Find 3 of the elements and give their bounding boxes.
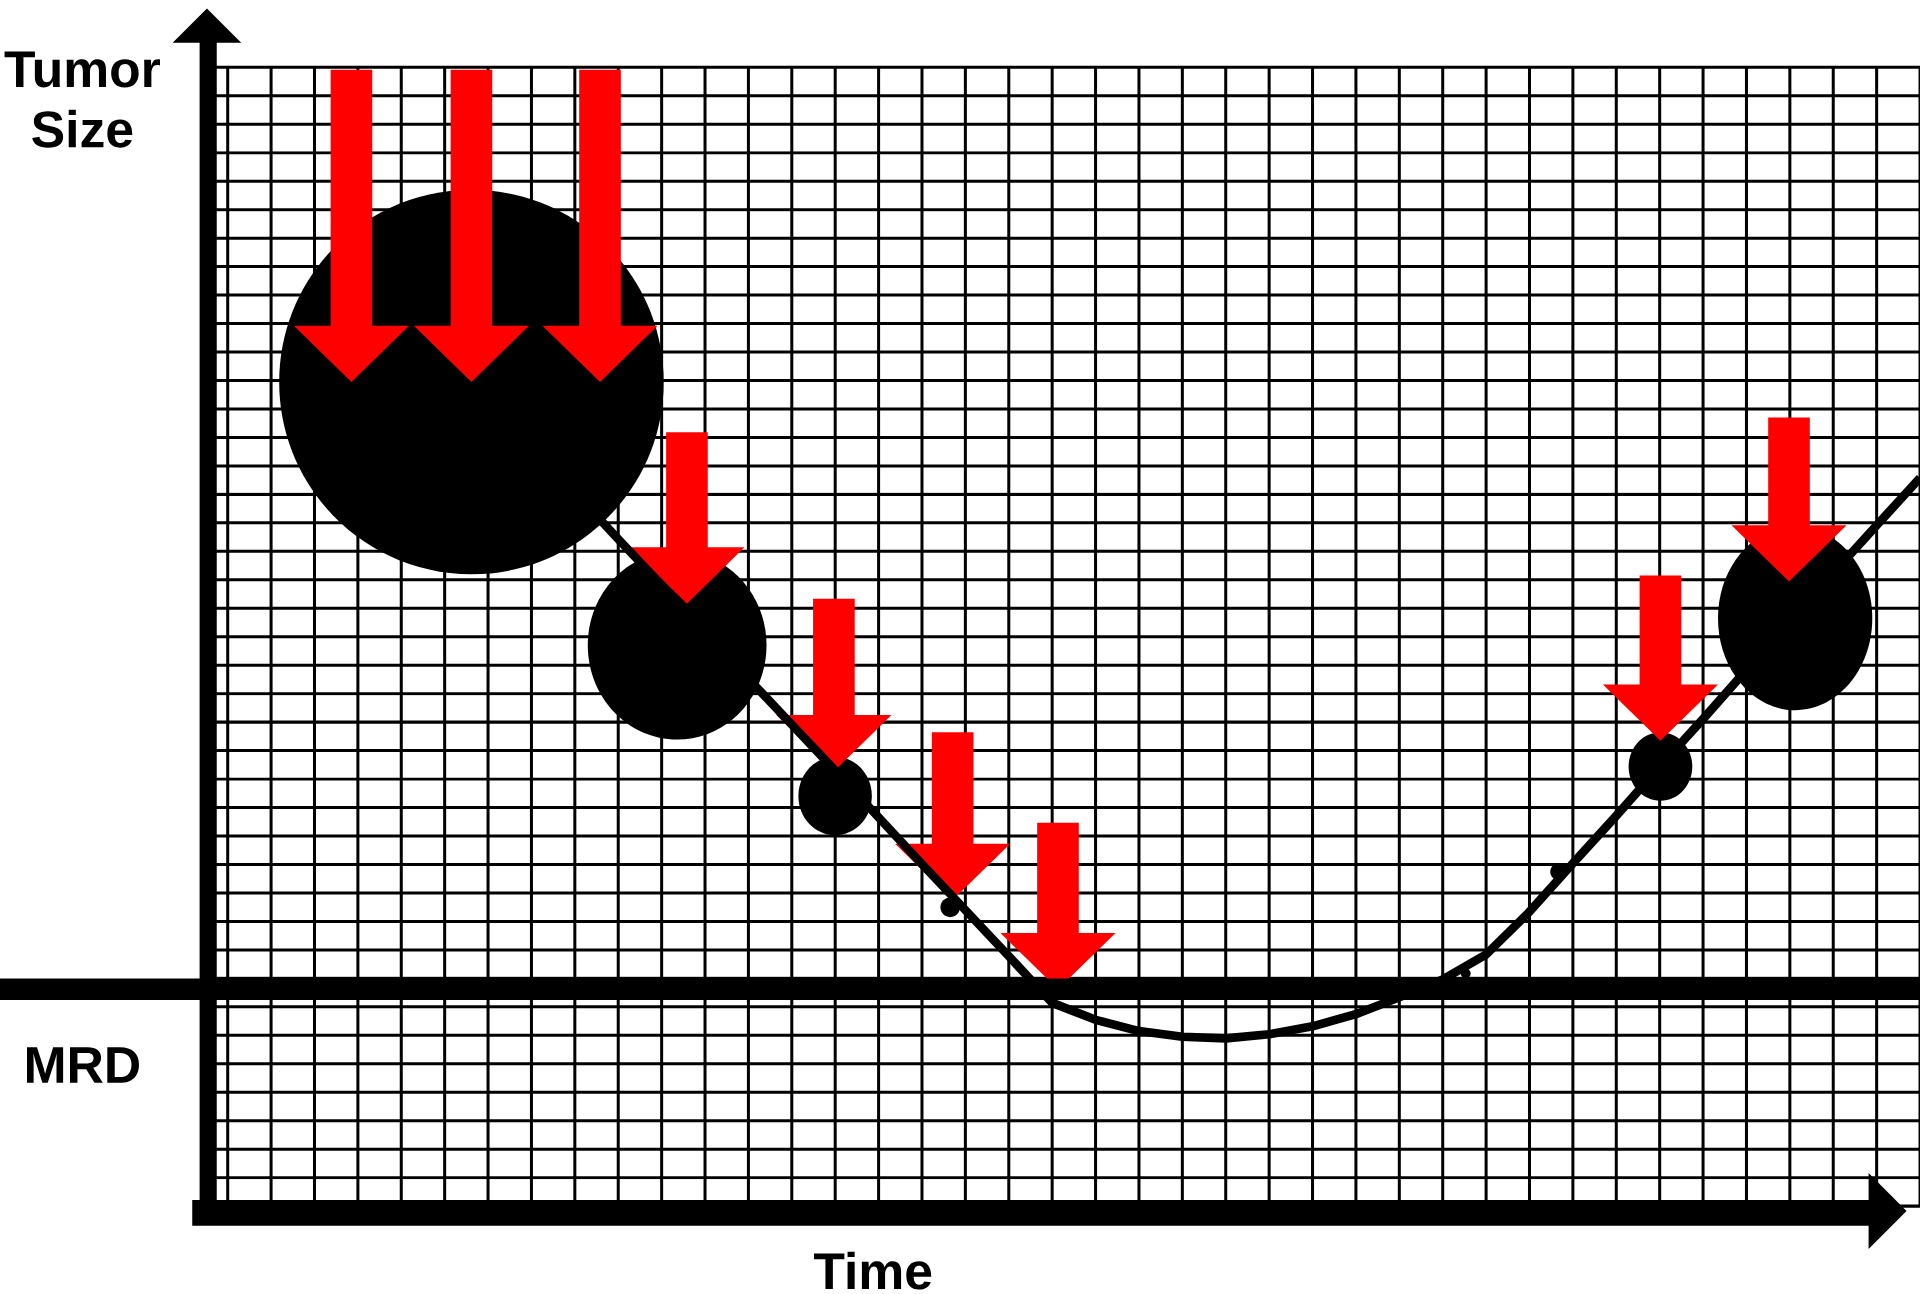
text: Tumor Size [4,51,161,148]
ref-line-label: MRD [27,1047,139,1083]
x-axis-title: Time [813,1251,932,1290]
